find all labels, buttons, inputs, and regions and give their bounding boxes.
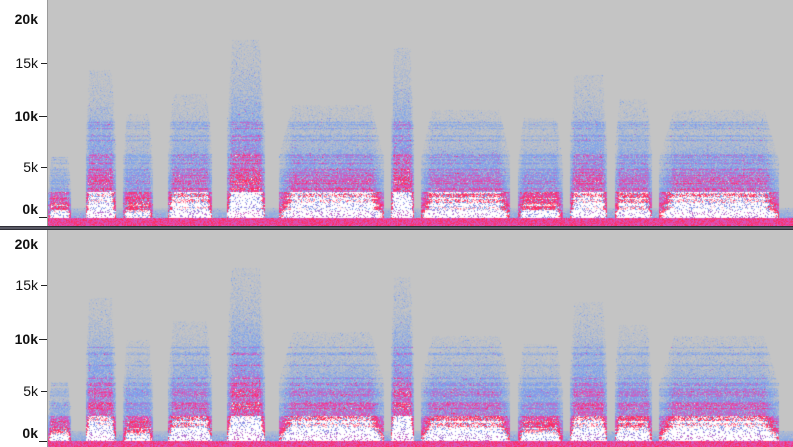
ruler-tick bbox=[39, 116, 47, 117]
track-divider[interactable] bbox=[0, 226, 793, 230]
ruler-tick bbox=[41, 285, 47, 286]
ruler-label-15k: 15k bbox=[15, 55, 38, 71]
ruler-label-0k: 0k bbox=[22, 425, 38, 441]
spectrogram-track-2[interactable]: 20k 15k 10k 5k 0k bbox=[0, 230, 793, 447]
ruler-label-20k: 20k bbox=[14, 236, 38, 252]
ruler-tick bbox=[41, 63, 47, 64]
ruler-label-10k: 10k bbox=[14, 331, 38, 347]
ruler-label-20k: 20k bbox=[14, 11, 38, 27]
ruler-label-0k: 0k bbox=[22, 201, 38, 217]
ruler-tick bbox=[39, 217, 47, 218]
ruler-tick bbox=[39, 339, 47, 340]
ruler-tick bbox=[41, 167, 47, 168]
ruler-label-15k: 15k bbox=[15, 277, 38, 293]
ruler-tick bbox=[39, 441, 47, 442]
spectrogram-canvas[interactable] bbox=[48, 230, 793, 447]
spectrogram-track-1[interactable]: 20k 15k 10k 5k 0k bbox=[0, 0, 793, 226]
ruler-label-10k: 10k bbox=[14, 108, 38, 124]
ruler-label-5k: 5k bbox=[23, 159, 38, 175]
frequency-ruler: 20k 15k 10k 5k 0k bbox=[0, 0, 48, 226]
spectrogram-canvas[interactable] bbox=[48, 0, 793, 226]
ruler-tick bbox=[41, 391, 47, 392]
ruler-label-5k: 5k bbox=[23, 383, 38, 399]
frequency-ruler: 20k 15k 10k 5k 0k bbox=[0, 230, 48, 447]
